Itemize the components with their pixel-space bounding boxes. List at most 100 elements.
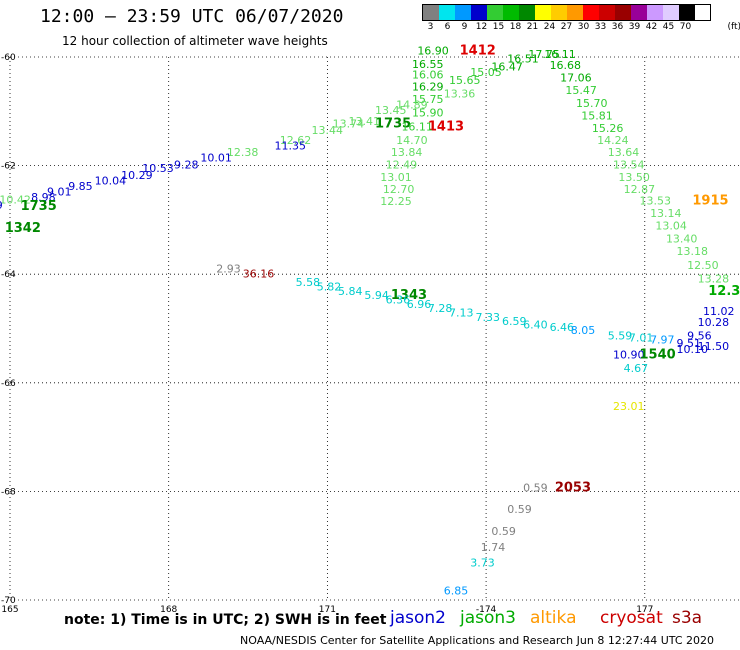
footer-credit: NOAA/NESDIS Center for Satellite Applica… (240, 634, 715, 647)
satellite-legend-cryosat: cryosat (600, 608, 663, 628)
wave-height-color-scale: 3 6 9 12 15 18 21 24 27 30 33 36 39 42 45 70 (ft) (422, 4, 740, 32)
graticule (9, 56, 740, 601)
wave-height-label: 12.70 (383, 183, 415, 196)
scale-cell (567, 5, 583, 20)
latitude-labels: -60 -62 -64 -66 -68 -70 (1, 53, 16, 606)
scale-label: 24 (543, 22, 556, 32)
wave-height-label: 7.28 (428, 302, 453, 315)
wave-height-label: 17.75 (528, 48, 560, 61)
wave-height-label: 13.44 (312, 124, 344, 137)
longitude-labels: 165 168 171 -174 177 (1, 605, 653, 615)
wave-height-label: 16.90 (417, 44, 449, 57)
wave-height-label: 23.01 (613, 400, 645, 413)
satellite-legend-s3a: s3a (672, 608, 703, 628)
scale-label: 3 (427, 22, 434, 32)
wave-height-label: 13.01 (380, 171, 412, 184)
scale-cell (455, 5, 471, 20)
wave-height-label: 16.29 (412, 81, 444, 94)
time-stamp-label: 1413 (428, 119, 464, 134)
time-stamp-label: 1412 (460, 43, 496, 58)
latitude-label: -64 (1, 270, 16, 280)
scale-cell (679, 5, 695, 20)
latitude-label: -68 (1, 487, 16, 497)
scale-cell (503, 5, 519, 20)
wave-height-label: 15.75 (412, 93, 444, 106)
scale-label: 42 (645, 22, 658, 32)
wave-height-label: 1.74 (481, 541, 506, 554)
wave-height-label: 16.11 (544, 48, 576, 61)
wave-height-label: 13.36 (444, 88, 476, 101)
wave-height-label: 9.01 (47, 185, 72, 198)
wave-height-label: 8.98 (31, 191, 56, 204)
wave-height-label: 13.84 (391, 146, 423, 159)
time-stamp-label: 1342 (5, 221, 41, 236)
time-stamp-label: 1343 (391, 288, 427, 303)
latitude-label: -66 (1, 379, 16, 389)
wave-height-label: 3.73 (470, 556, 495, 569)
wave-height-label: 6.96 (407, 298, 432, 311)
wave-height-label: 9.28 (174, 158, 199, 171)
wave-height-label: 7.01 (629, 332, 654, 345)
wave-height-label: 5.82 (317, 280, 342, 293)
scale-label: 27 (560, 22, 573, 32)
wave-height-label: 16.06 (412, 69, 444, 82)
wave-height-label: 12.87 (624, 183, 656, 196)
scale-cell (583, 5, 599, 20)
wave-height-label: 0.59 (523, 481, 548, 494)
wave-height-label: 7.33 (476, 311, 501, 324)
longitude-label: 165 (1, 605, 18, 615)
wave-height-label: 6.85 (444, 585, 469, 598)
wave-height-label: 17.06 (560, 71, 592, 84)
wave-height-label: 13.40 (666, 233, 698, 246)
wave-height-label: 13.28 (698, 272, 730, 285)
scale-label: 33 (594, 22, 607, 32)
satellite-legend-jason3: jason3 (460, 608, 516, 628)
wave-height-label: 12.25 (380, 195, 412, 208)
scale-cell (599, 5, 615, 20)
wave-height-label: 4.67 (624, 362, 649, 375)
wave-height-label: 16.55 (412, 58, 444, 71)
scale-label: 6 (444, 22, 451, 32)
wave-height-label: 13.41 (349, 115, 381, 128)
wave-height-label: 11.50 (698, 340, 730, 353)
scale-cell (487, 5, 503, 20)
scale-cell (615, 5, 631, 20)
wave-height-label: 16.51 (507, 52, 538, 65)
longitude-label: -174 (476, 605, 497, 615)
wave-height-label: 9.51 (677, 337, 702, 350)
wave-height-label: 6.40 (523, 319, 548, 332)
wave-height-label: 9.85 (68, 180, 93, 193)
time-stamp-label: 1735 (375, 117, 411, 132)
wave-height-label: 10.28 (698, 316, 730, 329)
wave-height-label: 13.14 (650, 207, 682, 220)
wave-height-label: 16.68 (550, 59, 582, 72)
satellite-legend-jason2: jason2 (390, 608, 446, 628)
wave-height-label: 15.90 (412, 107, 444, 120)
wave-height-label: 5.94 (364, 289, 389, 302)
wave-height-label: 10.42 (0, 194, 31, 207)
color-scale-cells (422, 4, 711, 21)
scale-cell (471, 5, 487, 20)
wave-height-label: 7.97 (650, 334, 675, 347)
scale-label: 70 (679, 22, 692, 32)
wave-height-label: 10.29 (121, 169, 153, 182)
wave-height-label: 10.10 (677, 343, 709, 356)
time-stamp-label: 1735 (21, 199, 57, 214)
wave-height-label: 13.53 (639, 195, 671, 208)
wave-height-label: 13.04 (655, 220, 687, 233)
wave-height-label: 9.19 (0, 199, 3, 212)
wave-height-label: 15.70 (576, 97, 608, 110)
scale-label: 15 (492, 22, 505, 32)
wave-height-label: 2.93 (216, 263, 241, 276)
wave-height-label: 15.26 (592, 122, 624, 135)
longitude-label: 171 (319, 605, 336, 615)
wave-height-label: 13.64 (608, 146, 640, 159)
scale-label: 12 (475, 22, 488, 32)
wave-height-label: 15.47 (565, 84, 597, 97)
wave-height-label: 15.65 (449, 74, 481, 87)
wave-height-label: 9.56 (687, 329, 712, 342)
color-scale-labels: 3 6 9 12 15 18 21 24 27 30 33 36 39 42 45 70 (422, 22, 711, 32)
wave-height-label: 10.04 (95, 175, 127, 188)
